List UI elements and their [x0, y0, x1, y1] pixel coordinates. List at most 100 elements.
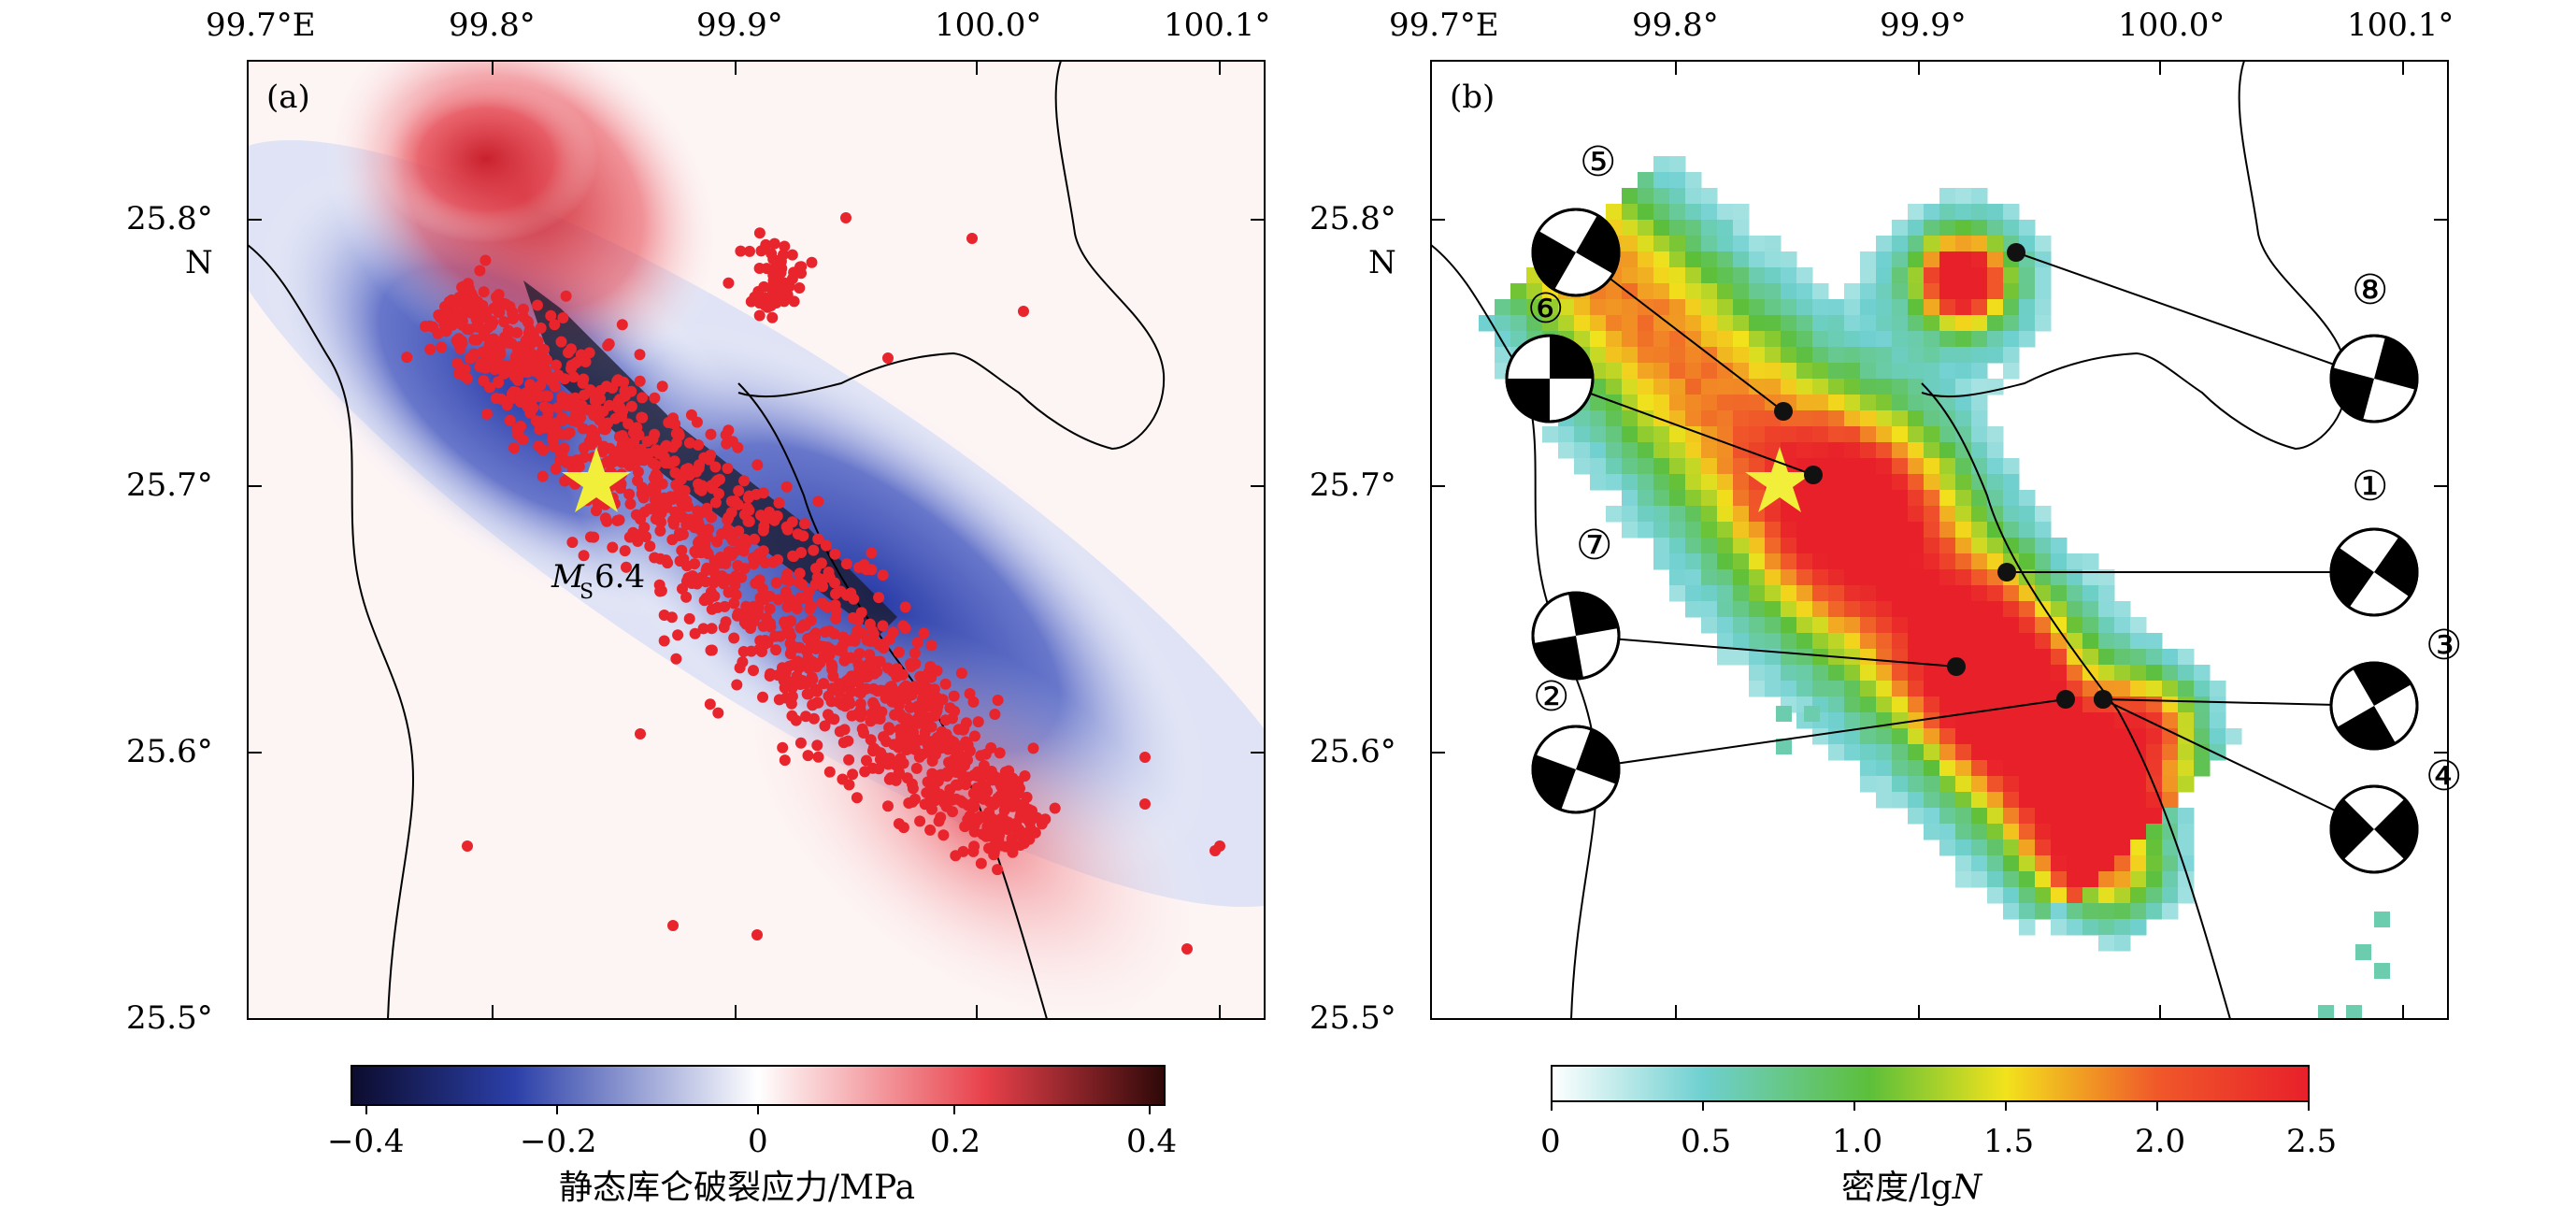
colorbar-b-tick-5: 2.5 — [2286, 1123, 2337, 1160]
density-cell — [1892, 220, 1909, 237]
density-cell — [1781, 347, 1797, 364]
density-cell — [2374, 912, 2390, 927]
aftershock-dot — [972, 716, 984, 728]
aftershock-dot — [1139, 752, 1151, 763]
density-cell — [1638, 236, 1654, 252]
density-cell — [1828, 410, 1845, 427]
aftershock-dot — [992, 864, 1004, 876]
density-cell — [1828, 331, 1845, 348]
density-cell — [1733, 617, 1750, 634]
density-cell — [2003, 617, 2020, 634]
density-cell — [1733, 506, 1750, 523]
density-cell — [1971, 617, 1988, 634]
density-cell — [1955, 395, 1972, 411]
aftershock-dot — [962, 739, 974, 751]
density-cell — [1892, 665, 1909, 682]
density-cell — [1908, 474, 1925, 491]
density-cell — [1892, 712, 1909, 729]
density-cell — [1860, 474, 1877, 491]
density-cell — [1749, 681, 1766, 697]
aftershock-dot — [452, 307, 465, 319]
density-cell — [1955, 696, 1972, 713]
beachball-icon — [2331, 537, 2417, 608]
aftershock-dot — [655, 585, 667, 596]
density-cell — [1955, 426, 1972, 443]
density-cell — [1971, 728, 1988, 745]
aftershock-dot — [937, 829, 950, 841]
density-cell — [1876, 728, 1893, 745]
aftershock-dot — [524, 379, 537, 391]
density-cell — [1765, 251, 1782, 268]
density-cell — [2210, 728, 2226, 745]
density-cell — [1924, 331, 1940, 348]
density-cell — [1781, 299, 1797, 316]
aftershock-dot — [579, 389, 590, 401]
density-cell — [1924, 760, 1940, 777]
density-cell — [1622, 379, 1639, 395]
density-cell — [1924, 474, 1940, 491]
density-cell — [1971, 220, 1988, 237]
density-cell — [2178, 681, 2195, 697]
aftershock-dot — [656, 380, 668, 393]
aftershock-dot — [706, 480, 718, 492]
density-cell — [2162, 649, 2179, 666]
aftershock-dot — [899, 601, 911, 613]
aftershock-dot — [804, 603, 816, 615]
density-cell — [2178, 760, 2195, 777]
aftershock-dot — [948, 690, 960, 702]
density-cell — [1924, 236, 1940, 252]
density-cell — [1812, 681, 1829, 697]
aftershock-dot — [968, 826, 980, 838]
density-cell — [1638, 522, 1654, 538]
aftershock-dot — [800, 678, 812, 690]
density-cell — [2146, 840, 2163, 856]
density-cell — [1669, 156, 1686, 173]
aftershock-dot — [813, 639, 825, 652]
density-cell — [2130, 776, 2147, 793]
density-cell — [2130, 903, 2147, 920]
density-cell — [2162, 696, 2179, 713]
density-cell — [2003, 315, 2020, 332]
density-cell — [2067, 903, 2083, 920]
mechanism-label-7: ⑦ — [1576, 522, 1612, 569]
aftershock-dot — [767, 278, 780, 290]
density-cell — [1955, 490, 1972, 507]
density-cell — [1733, 585, 1750, 602]
density-cell — [1844, 744, 1861, 761]
aftershock-dot — [464, 282, 475, 294]
aftershock-dot — [873, 592, 885, 604]
density-cell — [1558, 442, 1575, 459]
density-cell — [1733, 315, 1750, 332]
aftershock-dot — [845, 686, 857, 698]
density-cell — [1685, 347, 1702, 364]
aftershock-dot — [517, 434, 529, 446]
aftershock-dot — [928, 782, 940, 795]
density-cell — [2130, 681, 2147, 697]
density-cell — [2003, 760, 2020, 777]
density-cell — [2003, 585, 2020, 602]
aftershock-dot — [830, 605, 842, 617]
aftershock-dot — [556, 391, 568, 403]
aftershock-dot — [557, 312, 569, 323]
aftershock-dot — [981, 785, 994, 797]
density-cell — [2019, 331, 2036, 348]
aftershock-dot — [631, 422, 643, 434]
aftershock-dot — [779, 616, 791, 628]
aftershock-dot — [805, 640, 817, 653]
density-cell — [1828, 363, 1845, 380]
aftershock-dot — [820, 539, 832, 552]
aftershock-dot — [677, 501, 689, 513]
density-cell — [2019, 840, 2036, 856]
aftershock-dot — [508, 442, 520, 454]
density-cell — [2374, 963, 2390, 979]
density-cell — [1765, 553, 1782, 570]
aftershock-dot — [760, 238, 772, 251]
density-cell — [2003, 871, 2020, 888]
density-cell — [1908, 395, 1925, 411]
density-cell — [1749, 236, 1766, 252]
density-cell — [1749, 522, 1766, 538]
density-cell — [1844, 712, 1861, 729]
mechanism-label-2: ② — [1533, 673, 1569, 721]
density-cell — [2082, 871, 2099, 888]
density-cell — [2035, 855, 2052, 872]
